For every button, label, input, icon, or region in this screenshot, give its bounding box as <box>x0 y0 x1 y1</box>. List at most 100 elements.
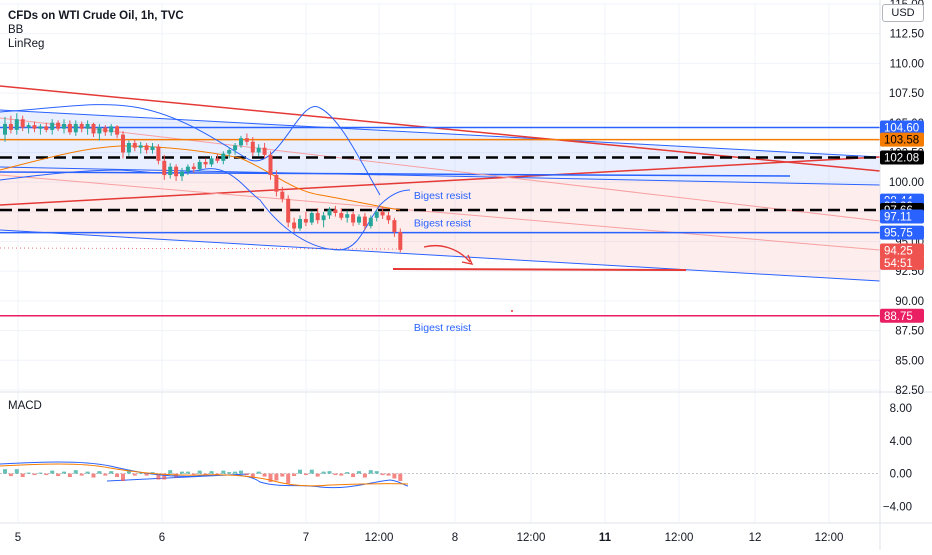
macd-hist-bar <box>209 471 214 474</box>
candle-body <box>168 166 173 176</box>
candle-body <box>286 198 291 223</box>
candle-body <box>8 123 13 130</box>
candle <box>162 154 167 180</box>
candle <box>26 122 31 134</box>
macd-hist-bar <box>132 473 137 476</box>
dot-marker <box>511 310 513 312</box>
candle <box>309 210 314 225</box>
candle-body <box>156 146 161 161</box>
y-tick-label: 85.00 <box>895 355 924 367</box>
candle-body <box>345 214 350 218</box>
chart-title: CFDs on WTI Crude Oil, 1h, TVC <box>8 10 184 22</box>
macd-hist-bar <box>3 469 7 474</box>
candle-body <box>315 213 320 221</box>
candle <box>8 115 13 134</box>
macd-hist-bar <box>239 470 243 474</box>
candle <box>345 210 350 223</box>
candle-body <box>97 127 102 134</box>
red-up-trendline <box>0 156 881 206</box>
candle <box>191 163 196 173</box>
macd-hist-bar <box>156 473 161 480</box>
candle-body <box>191 166 196 170</box>
macd-hist-bar <box>103 473 108 476</box>
macd-label[interactable]: MACD <box>8 400 42 412</box>
candle <box>380 207 385 219</box>
candle-body <box>321 215 326 221</box>
candle <box>91 122 96 138</box>
candle <box>138 141 143 154</box>
macd-hist-bar <box>91 473 96 478</box>
candle <box>67 120 72 135</box>
candle-body <box>327 209 332 216</box>
candle <box>386 211 391 224</box>
y-tick-label: 90.00 <box>895 296 924 308</box>
candle <box>233 142 238 155</box>
macd-hist-bar <box>351 473 356 478</box>
y-tick-label: 82.50 <box>895 385 924 397</box>
candle-body <box>362 216 367 227</box>
candle <box>3 116 7 142</box>
price-label: 54:51 <box>880 255 924 270</box>
indicator-bb-label[interactable]: BB <box>8 24 24 36</box>
x-tick-label: 12 <box>749 532 762 544</box>
candle <box>97 123 102 141</box>
macd-hist-bar <box>215 473 220 475</box>
macd-hist-bar <box>38 472 43 474</box>
candle-body <box>239 138 243 146</box>
annotation-bigest-resist: Bigest resist <box>414 218 471 230</box>
x-tick-label: 12:00 <box>517 532 546 544</box>
macd-hist-bar <box>8 473 13 477</box>
price-label-text: 102.08 <box>884 152 919 164</box>
candle-body <box>250 141 255 153</box>
currency-button[interactable]: USD <box>882 4 924 22</box>
macd-line <box>0 461 409 489</box>
linreg-mid-line <box>0 166 881 186</box>
candle <box>239 135 243 148</box>
candle <box>73 120 78 136</box>
macd-hist-bar <box>357 471 361 474</box>
candle-body <box>215 158 220 161</box>
bb-upper <box>0 104 381 196</box>
candle <box>32 121 37 133</box>
candle-body <box>351 214 356 223</box>
x-tick-label: 11 <box>599 532 612 544</box>
candle <box>368 215 373 229</box>
macd-hist-bar <box>197 470 202 474</box>
macd-hist-bar <box>168 470 173 474</box>
annotation-bigest-resist: Bigest resist <box>414 322 471 334</box>
macd-hist-bar <box>85 471 90 474</box>
price-label: 103.58 <box>880 132 924 147</box>
candle-body <box>73 123 78 133</box>
price-label: 102.08 <box>880 150 924 165</box>
macd-hist-bar <box>44 473 49 476</box>
price-label: 88.75 <box>880 308 924 323</box>
price-labels: 104.60103.58102.0898.4498.0097.6697.1195… <box>880 120 924 323</box>
indicator-linreg-label[interactable]: LinReg <box>8 38 45 50</box>
macd-hist-bar <box>121 473 125 481</box>
candle <box>392 217 397 237</box>
price-label-bg <box>880 255 924 270</box>
price-label-text: 88.75 <box>884 311 913 323</box>
candle <box>256 144 261 157</box>
macd-hist-bar <box>50 470 55 474</box>
macd-y-tick-label: 0.00 <box>890 469 912 481</box>
macd-hist-bar <box>79 473 84 476</box>
candle <box>303 211 308 227</box>
candle <box>126 140 131 157</box>
macd-hist-bar <box>115 473 120 478</box>
macd-hist-bar <box>56 473 61 477</box>
macd-hist-bar <box>268 473 273 482</box>
candle <box>227 147 232 159</box>
candle <box>362 213 367 230</box>
candle <box>351 211 356 227</box>
macd-hist-bar <box>203 473 208 475</box>
candle <box>357 214 361 225</box>
candle <box>280 186 285 203</box>
red-down-trendline <box>0 85 881 172</box>
bb-basis <box>0 145 401 211</box>
candle-body <box>244 138 249 142</box>
blue-channel-fill <box>0 110 880 185</box>
candle <box>221 151 226 165</box>
